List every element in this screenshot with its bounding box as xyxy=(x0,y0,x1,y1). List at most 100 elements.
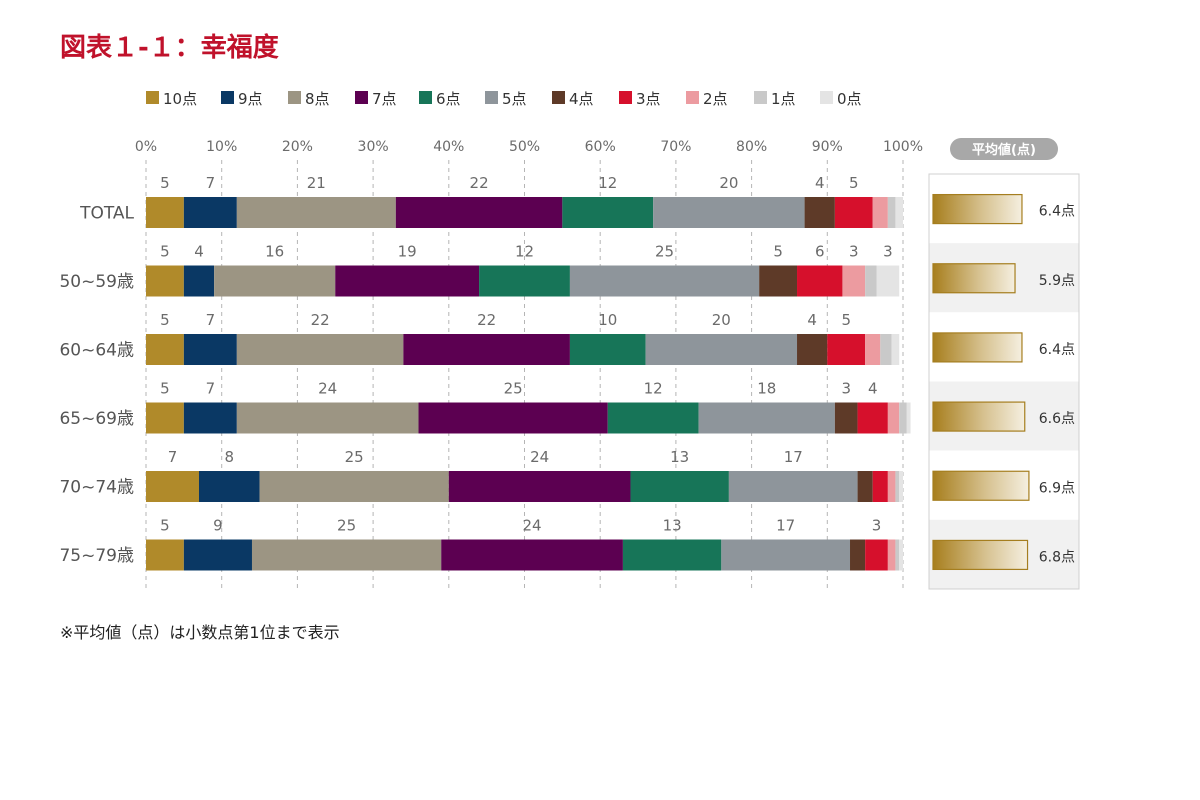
average-value-label: 6.8点 xyxy=(1039,549,1075,565)
data-label: 20 xyxy=(712,311,731,329)
legend-label: 0点 xyxy=(837,90,862,108)
data-label: 13 xyxy=(663,517,682,535)
legend-label: 9点 xyxy=(238,90,263,108)
data-label: 25 xyxy=(345,448,364,466)
data-label: 20 xyxy=(719,174,738,192)
bar-segment xyxy=(146,471,199,502)
average-bar xyxy=(932,193,1023,225)
legend-swatch xyxy=(146,91,159,104)
bar-segment xyxy=(857,402,888,434)
data-label: 6 xyxy=(815,243,825,261)
bar-segment xyxy=(259,471,449,502)
row-label: 50~59歳 xyxy=(59,272,134,292)
x-tick-label: 40% xyxy=(433,139,464,155)
data-label: 3 xyxy=(872,517,882,535)
bar-segment xyxy=(827,334,866,365)
data-label: 13 xyxy=(670,448,689,466)
average-value-label: 6.6点 xyxy=(1039,411,1075,427)
average-value-label: 6.4点 xyxy=(1039,342,1075,358)
data-label: 24 xyxy=(523,517,542,535)
legend-label: 4点 xyxy=(569,90,594,108)
data-label: 16 xyxy=(265,243,284,261)
bar-segment xyxy=(236,334,404,365)
data-label: 24 xyxy=(530,448,549,466)
legend-label: 5点 xyxy=(502,90,527,108)
average-bar xyxy=(932,539,1029,571)
bar-segment xyxy=(198,471,260,502)
data-label: 9 xyxy=(213,517,223,535)
data-label: 4 xyxy=(815,174,825,192)
data-label: 22 xyxy=(311,311,330,329)
bar-segment xyxy=(891,334,900,365)
row-label: 70~74歳 xyxy=(59,478,134,498)
bar-segment xyxy=(899,539,903,571)
bar-segment xyxy=(887,402,900,434)
bar-segment xyxy=(335,265,480,297)
bar-segment xyxy=(804,197,835,228)
bar-segment xyxy=(653,197,805,228)
bar-segment xyxy=(899,471,903,502)
average-value-label: 6.4点 xyxy=(1039,204,1075,220)
bar-segment xyxy=(797,334,828,365)
bar-segment xyxy=(236,197,396,228)
data-label: 5 xyxy=(160,174,170,192)
data-label: 5 xyxy=(773,243,783,261)
data-label: 5 xyxy=(849,174,859,192)
bar-segment xyxy=(146,539,184,571)
row-label: 75~79歳 xyxy=(59,546,134,566)
bar-segment xyxy=(146,334,184,365)
bar-segment xyxy=(887,197,896,228)
data-label: 3 xyxy=(841,380,851,398)
bar-segment xyxy=(895,471,900,502)
bar-segment xyxy=(395,197,563,228)
bar-segment xyxy=(607,402,699,434)
bar-segment xyxy=(887,471,896,502)
bar-segment xyxy=(698,402,835,434)
legend-label: 1点 xyxy=(771,90,796,108)
data-label: 4 xyxy=(807,311,817,329)
legend-label: 10点 xyxy=(163,90,197,108)
x-tick-label: 0% xyxy=(135,139,157,155)
x-tick-label: 10% xyxy=(206,139,237,155)
average-header-badge xyxy=(950,138,1058,160)
data-label: 22 xyxy=(477,311,496,329)
data-label: 4 xyxy=(868,380,878,398)
x-tick-label: 70% xyxy=(660,139,691,155)
data-label: 25 xyxy=(504,380,523,398)
row-label: 60~64歳 xyxy=(59,341,134,361)
legend-swatch xyxy=(552,91,565,104)
x-tick-label: 100% xyxy=(883,139,923,155)
bar-segment xyxy=(479,265,570,297)
x-tick-label: 60% xyxy=(585,139,616,155)
bar-segment xyxy=(183,539,252,571)
bar-segment xyxy=(865,265,877,297)
x-tick-label: 50% xyxy=(509,139,540,155)
legend: 10点 9点 8点 7点 6点 5点 4点 3点 2点 1点 0点 xyxy=(146,90,862,108)
average-value-label: 6.9点 xyxy=(1039,480,1075,496)
data-label: 25 xyxy=(655,243,674,261)
bar-area: TOTAL 5 7 21 22 12 20 4 5 50~59歳 5 4 16 19 12 25 5 6 3 3 60~… xyxy=(59,174,911,571)
bar-segment xyxy=(183,197,237,228)
bar-segment xyxy=(834,402,858,434)
bar-segment xyxy=(865,334,881,365)
legend-swatch xyxy=(355,91,368,104)
legend-swatch xyxy=(820,91,833,104)
bar-segment xyxy=(721,539,851,571)
data-label: 24 xyxy=(318,380,337,398)
bar-segment xyxy=(887,539,896,571)
data-label: 5 xyxy=(160,311,170,329)
bar-segment xyxy=(865,539,888,571)
bar-segment xyxy=(251,539,442,571)
bar-segment xyxy=(872,471,888,502)
data-label: 17 xyxy=(776,517,795,535)
data-label: 4 xyxy=(194,243,204,261)
legend-swatch xyxy=(419,91,432,104)
bar-segment xyxy=(448,471,631,502)
bar-segment xyxy=(880,334,892,365)
row-label: 65~69歳 xyxy=(59,409,134,429)
data-label: 5 xyxy=(841,311,851,329)
bar-segment xyxy=(418,402,608,434)
data-label: 5 xyxy=(160,517,170,535)
bar-segment xyxy=(842,265,866,297)
